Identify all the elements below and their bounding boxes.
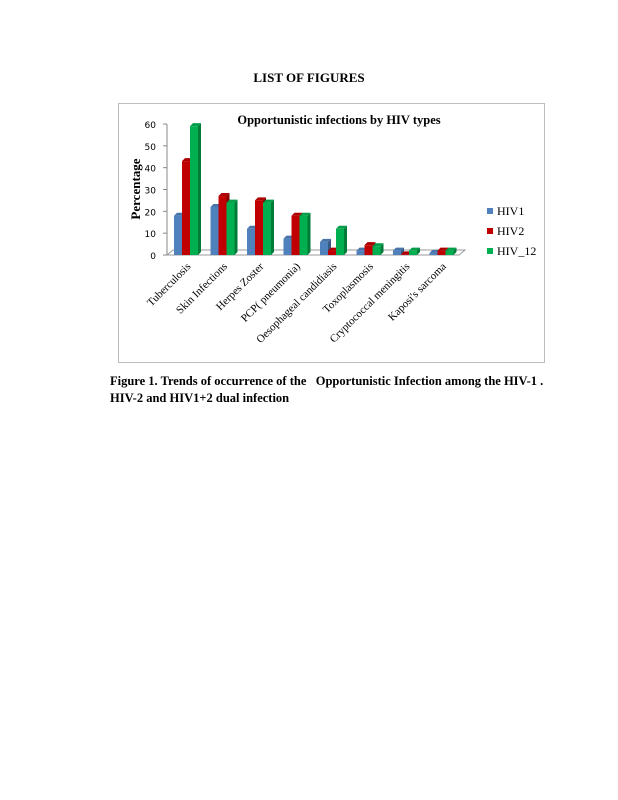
bar-HIV2-5 bbox=[364, 245, 373, 255]
bar-top bbox=[218, 193, 230, 197]
bar-top bbox=[291, 212, 303, 216]
bar-HIV2-2 bbox=[255, 200, 263, 255]
bar-HIV1-7 bbox=[429, 252, 438, 255]
chart: Opportunistic infections by HIV types Per… bbox=[118, 103, 545, 363]
bar-top bbox=[190, 123, 201, 127]
bar-side bbox=[271, 199, 274, 255]
bar-HIV_12-7 bbox=[445, 250, 454, 255]
bar-HIV2-7 bbox=[437, 250, 446, 255]
chart-title: Opportunistic infections by HIV types bbox=[237, 113, 440, 127]
bar-HIV2-4 bbox=[328, 250, 336, 255]
bar-side bbox=[417, 247, 420, 255]
bar-top bbox=[364, 242, 376, 246]
bar-side bbox=[344, 225, 347, 255]
y-tick-label: 60 bbox=[145, 121, 157, 131]
bar-top bbox=[320, 238, 331, 242]
bar-side bbox=[234, 199, 238, 255]
legend-label: HIV2 bbox=[497, 224, 524, 238]
legend-label: HIV_12 bbox=[497, 244, 536, 258]
bar-HIV2-0 bbox=[182, 161, 190, 255]
bar-top bbox=[409, 247, 420, 251]
legend-label: HIV1 bbox=[497, 204, 524, 218]
bar-HIV1-1 bbox=[210, 206, 219, 255]
bar-top bbox=[336, 225, 347, 229]
bar-top bbox=[226, 199, 238, 203]
y-tick-label: 10 bbox=[145, 230, 157, 240]
bar-top bbox=[393, 247, 404, 251]
bar-top bbox=[437, 247, 449, 251]
bar-top bbox=[255, 197, 266, 201]
bar-HIV2-1 bbox=[218, 196, 227, 255]
y-tick-label: 40 bbox=[145, 165, 157, 175]
bar-HIV_12-6 bbox=[409, 250, 417, 255]
bar-HIV1-5 bbox=[356, 250, 365, 255]
bar-HIV1-6 bbox=[393, 250, 401, 255]
bar-HIV_12-5 bbox=[372, 246, 381, 255]
bar-HIV1-2 bbox=[247, 228, 255, 255]
legend-swatch-HIV2 bbox=[487, 228, 493, 234]
bar-HIV_12-2 bbox=[263, 202, 271, 255]
y-axis-label: Percentage bbox=[128, 158, 143, 219]
bar-top bbox=[445, 247, 457, 251]
bar-HIV1-0 bbox=[174, 215, 182, 255]
bar-HIV_12-3 bbox=[299, 215, 308, 255]
bar-HIV2-3 bbox=[291, 215, 300, 255]
bar-HIV2-6 bbox=[401, 254, 409, 255]
bar-HIV1-3 bbox=[283, 238, 292, 255]
y-tick-label: 20 bbox=[145, 208, 157, 218]
bar-top bbox=[372, 243, 384, 247]
bar-side bbox=[198, 123, 201, 255]
bar-side bbox=[453, 247, 457, 255]
bar-HIV_12-1 bbox=[226, 202, 235, 255]
figure-caption: Figure 1. Trends of occurrence of the Op… bbox=[110, 374, 544, 405]
chart-svg: Opportunistic infections by HIV types Per… bbox=[128, 113, 536, 346]
legend-swatch-HIV1 bbox=[487, 208, 493, 214]
bar-HIV_12-0 bbox=[190, 126, 198, 255]
bar-side bbox=[307, 212, 311, 255]
page-heading: LIST OF FIGURES bbox=[253, 70, 365, 85]
bar-side bbox=[401, 247, 404, 255]
bar-top bbox=[263, 199, 274, 203]
legend-swatch-HIV_12 bbox=[487, 248, 493, 254]
y-tick-label: 0 bbox=[150, 252, 156, 262]
bar-side bbox=[380, 243, 384, 255]
bar-HIV1-4 bbox=[320, 241, 328, 255]
bar-top bbox=[299, 212, 311, 216]
y-tick-label: 30 bbox=[145, 187, 157, 197]
bar-HIV_12-4 bbox=[336, 228, 344, 255]
y-tick-label: 50 bbox=[145, 143, 157, 153]
